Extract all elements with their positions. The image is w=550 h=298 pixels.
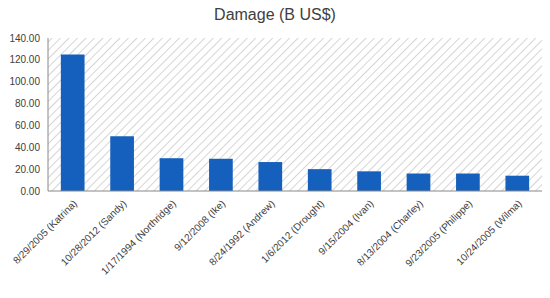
svg-text:80.00: 80.00 <box>15 98 40 109</box>
svg-text:9/12/2008 (Ike): 9/12/2008 (Ike) <box>172 198 227 253</box>
svg-text:100.00: 100.00 <box>9 76 40 87</box>
svg-text:1/6/2012 (Drought): 1/6/2012 (Drought) <box>259 198 326 265</box>
svg-text:9/15/2004 (Ivan): 9/15/2004 (Ivan) <box>316 197 376 257</box>
svg-text:0.00: 0.00 <box>21 186 41 197</box>
svg-text:10/24/2005 (Wilma): 10/24/2005 (Wilma) <box>454 198 523 267</box>
svg-text:20.00: 20.00 <box>15 164 40 175</box>
svg-text:8/13/2004 (Charley): 8/13/2004 (Charley) <box>354 197 425 268</box>
svg-text:8/29/2005 (Katrina): 8/29/2005 (Katrina) <box>10 197 80 266</box>
svg-text:60.00: 60.00 <box>15 120 40 131</box>
svg-text:140.00: 140.00 <box>9 33 40 44</box>
svg-text:40.00: 40.00 <box>15 142 40 153</box>
svg-text:120.00: 120.00 <box>9 54 40 65</box>
svg-text:9/23/2005 (Philippe): 9/23/2005 (Philippe) <box>403 197 475 269</box>
html-text:Damage (B US$): Damage (B US$) <box>214 6 336 23</box>
svg-text:1/17/1994 (Northridge): 1/17/1994 (Northridge) <box>99 198 178 277</box>
svg-text:10/28/2012 (Sandy): 10/28/2012 (Sandy) <box>58 197 129 268</box>
svg-text:8/24/1992 (Andrew): 8/24/1992 (Andrew) <box>206 197 277 268</box>
